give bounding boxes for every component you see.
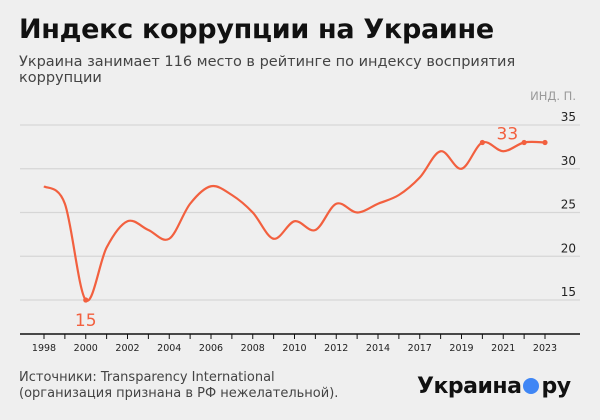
source-line: Источники: Transparency International — [19, 370, 275, 385]
x-tick-label: 2010 — [282, 343, 306, 354]
x-tick-label: 2019 — [449, 343, 473, 354]
y-tick-label: 15 — [561, 285, 576, 299]
data-point — [83, 297, 89, 303]
x-tick-label: 2023 — [533, 343, 557, 354]
x-tick-label: 2002 — [115, 343, 139, 354]
source-note: Источники: Transparency International (о… — [19, 370, 338, 402]
y-tick-label: 35 — [561, 110, 576, 124]
data-label: 33 — [497, 125, 519, 145]
x-tick-label: 2006 — [199, 343, 223, 354]
x-tick-label: 2021 — [491, 343, 515, 354]
logo-text-suffix: ру — [541, 374, 571, 399]
data-line — [43, 140, 546, 302]
logo-dot-icon — [523, 378, 540, 394]
data-point — [542, 139, 548, 146]
y-tick-label: 30 — [561, 154, 576, 168]
y-tick-label: 25 — [561, 198, 576, 212]
x-tick-label: 2008 — [241, 343, 265, 354]
x-tick-label: 2000 — [74, 343, 98, 354]
logo-text: Украина — [417, 374, 522, 399]
x-tick-label: 2004 — [157, 343, 181, 354]
brand-logo: Украина ру — [417, 374, 571, 399]
chart-subtitle: Украина занимает 116 место в рейтинге по… — [19, 54, 516, 86]
x-tick-label: 2014 — [366, 343, 390, 354]
y-axis-label: ИНД. П. — [530, 89, 576, 103]
data-point — [521, 139, 527, 146]
y-tick-label: 20 — [561, 241, 576, 255]
x-tick-label: 1998 — [32, 343, 56, 354]
source-disclaimer: (организация признана в РФ нежелательной… — [19, 386, 339, 401]
data-point — [479, 139, 485, 146]
x-tick-label: 2012 — [324, 343, 348, 354]
chart-title: Индекс коррупции на Украине — [19, 14, 494, 45]
data-label: 15 — [75, 311, 97, 331]
x-tick-label: 2017 — [408, 343, 432, 354]
